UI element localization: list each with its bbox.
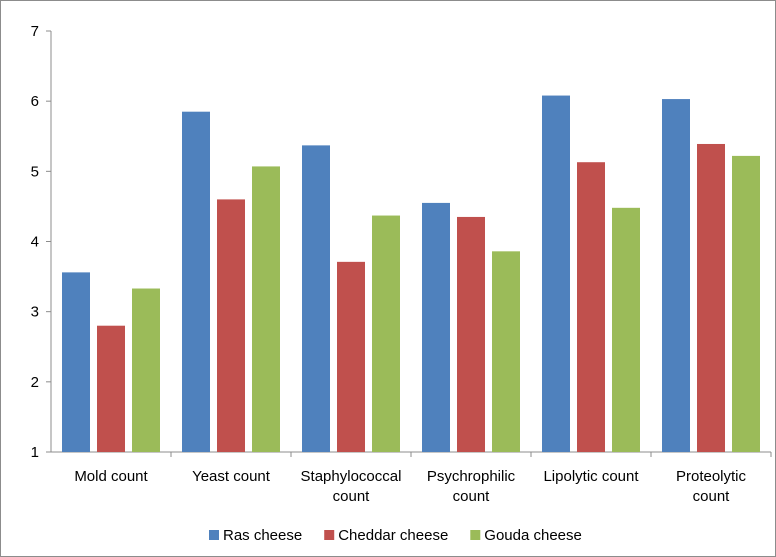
legend-label: Cheddar cheese [338,527,448,544]
x-category-label-line: count [693,488,731,505]
y-tick-label: 1 [31,444,39,461]
bar-cheddar-cheese [97,325,125,452]
x-category-label-line: Lipolytic count [543,468,639,485]
y-tick-label: 3 [31,304,39,321]
y-axis-ticks: 1 2 3 4 5 6 7 [31,23,51,461]
bar-cheddar-cheese [697,143,725,453]
bar-ras-cheese [422,202,450,452]
x-category-label: Yeast count [192,468,271,485]
bar-gouda-cheese [372,215,400,452]
x-axis-labels: Mold count Yeast count Staphylococcal count… [74,452,772,505]
legend-label: Ras cheese [223,527,302,544]
x-category-label: Lipolytic count [543,468,639,485]
bar-ras-cheese [662,99,690,452]
bar-ras-cheese [182,111,210,453]
x-category-label-line: Psychrophilic [427,468,516,485]
legend-swatch [324,530,335,540]
x-category-label-line: Yeast count [192,468,271,485]
x-category-label: Staphylococcal count [301,468,402,505]
bar-ras-cheese [62,272,90,452]
x-category-label-line: Staphylococcal [301,468,402,485]
y-tick-label: 5 [31,163,39,180]
bar-cheddar-cheese [337,261,365,452]
x-category-label-line: count [333,488,371,505]
bar-ras-cheese [302,145,330,452]
x-category-label-line: Proteolytic [676,468,747,485]
x-category-label-line: Mold count [74,468,148,485]
bar-ras-cheese [542,95,570,452]
y-tick-label: 2 [31,374,39,391]
legend-swatch [209,530,219,540]
bar-cheddar-cheese [457,216,485,452]
x-category-label: Proteolytic count [676,468,747,505]
x-category-label: Mold count [74,468,148,485]
bar-cheddar-cheese [217,199,245,452]
x-category-label: Psychrophilic count [427,468,516,505]
legend: Ras cheese Cheddar cheese Gouda cheese [209,527,582,544]
y-tick-label: 4 [31,234,39,251]
bar-gouda-cheese [612,207,640,452]
legend-swatch [470,530,481,540]
legend-label: Gouda cheese [484,527,582,544]
y-tick-label: 7 [31,23,39,40]
bars [62,95,760,453]
x-category-label-line: count [453,488,491,505]
y-tick-label: 6 [31,93,39,110]
bar-gouda-cheese [252,166,280,452]
bar-gouda-cheese [492,251,520,452]
bar-gouda-cheese [132,288,160,452]
bar-cheddar-cheese [577,162,605,452]
bar-gouda-cheese [732,155,760,452]
